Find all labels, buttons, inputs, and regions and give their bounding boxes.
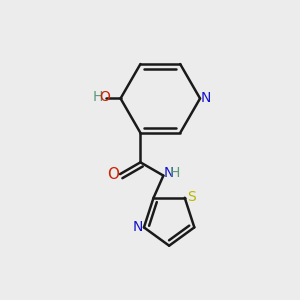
Text: H: H: [92, 90, 103, 104]
Text: N: N: [164, 166, 174, 180]
Text: N: N: [200, 91, 211, 105]
Text: O: O: [108, 167, 120, 182]
Text: O: O: [99, 90, 110, 104]
Text: S: S: [187, 190, 196, 204]
Text: H: H: [169, 166, 180, 180]
Text: N: N: [132, 220, 142, 234]
